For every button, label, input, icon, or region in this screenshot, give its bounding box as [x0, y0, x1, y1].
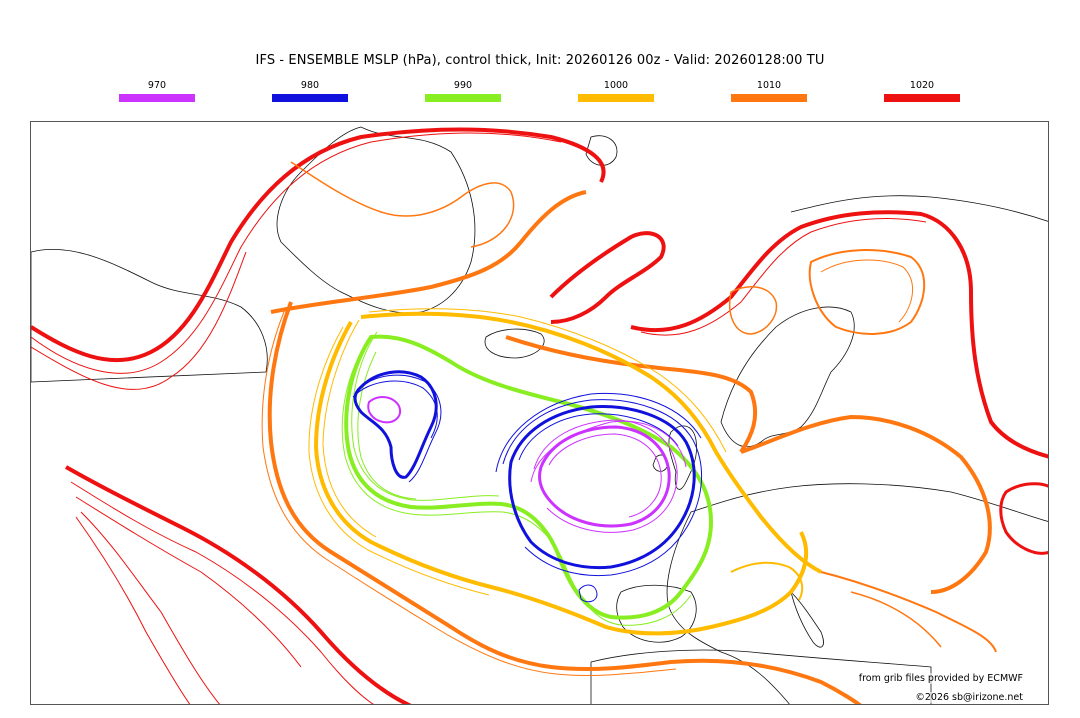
- legend-item-990: 990: [423, 80, 503, 102]
- chart-title: IFS - ENSEMBLE MSLP (hPa), control thick…: [255, 53, 825, 68]
- legend-item-980: 980: [270, 80, 350, 102]
- legend-label: 1000: [603, 80, 629, 91]
- data-source-credit: from grib files provided by ECMWF: [858, 673, 1023, 684]
- isobar-map-canvas: [31, 126, 1048, 704]
- isobar-990: [341, 331, 714, 626]
- legend-item-1010: 1010: [729, 80, 809, 102]
- legend-swatch: [272, 94, 348, 102]
- isobar-970: [367, 396, 687, 533]
- legend-swatch: [731, 94, 807, 102]
- copyright-credit: ©2026 sb@irizone.net: [915, 692, 1023, 703]
- legend-label: 990: [453, 80, 473, 91]
- legend-label: 1010: [756, 80, 782, 91]
- isobar-980: [352, 370, 703, 603]
- isobar-1010: [261, 161, 997, 704]
- legend-item-1000: 1000: [576, 80, 656, 102]
- legend-item-970: 970: [117, 80, 197, 102]
- legend-label: 1020: [909, 80, 935, 91]
- legend-label: 980: [300, 80, 320, 91]
- legend-swatch: [119, 94, 195, 102]
- isobar-1020: [31, 127, 1048, 704]
- isobar-map: [30, 121, 1049, 705]
- isobar-1000: [308, 308, 822, 636]
- legend-swatch: [884, 94, 960, 102]
- legend-label: 970: [147, 80, 167, 91]
- legend-swatch: [425, 94, 501, 102]
- legend-item-1020: 1020: [882, 80, 962, 102]
- legend-swatch: [578, 94, 654, 102]
